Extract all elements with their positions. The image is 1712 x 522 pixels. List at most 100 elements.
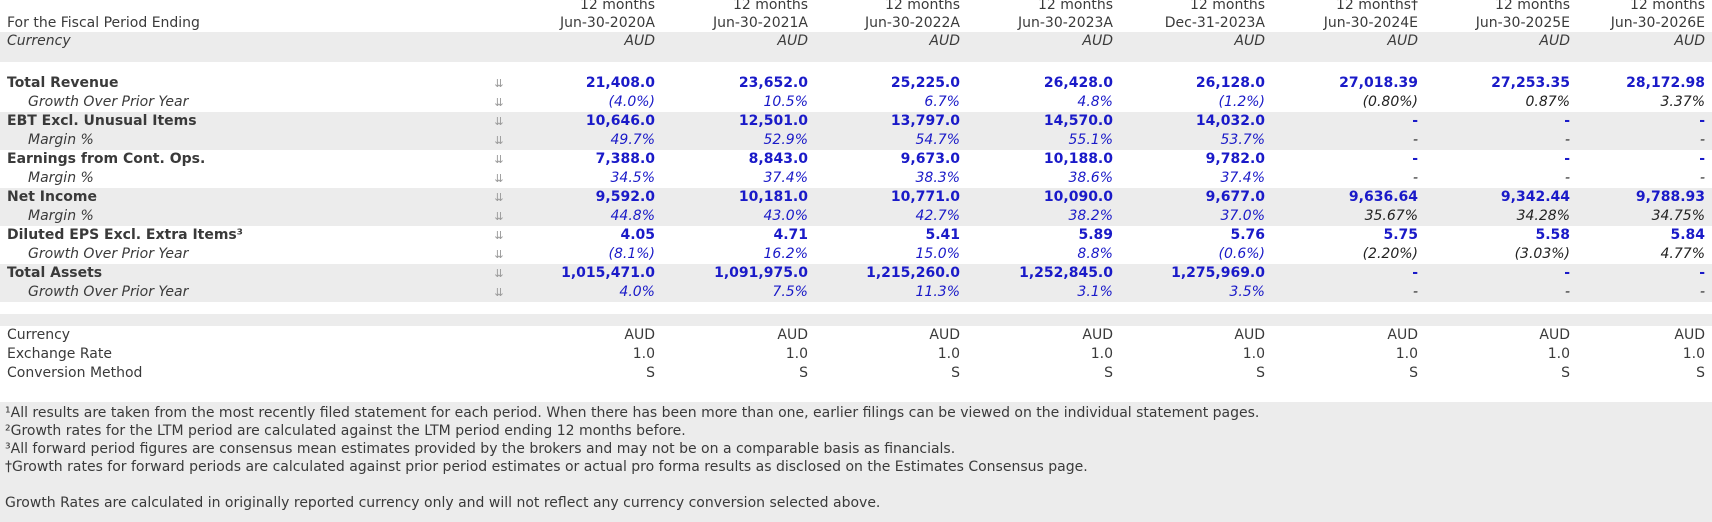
cell-value: 3.5% <box>1229 284 1265 300</box>
col-date: Dec-31-2023A <box>1164 15 1265 31</box>
col-months: 12 months† <box>1336 0 1418 13</box>
cell-value: 15.0% <box>915 246 960 262</box>
chart-link-icon[interactable]: ⇊ <box>488 226 510 245</box>
footnote: Growth Rates are calculated in originall… <box>5 495 881 511</box>
cell-value: 10,090.0 <box>1043 189 1113 205</box>
spacer-row <box>0 62 1712 74</box>
footer-value: 1.0 <box>1547 346 1570 362</box>
footer-value: S <box>1104 365 1113 381</box>
chart-link-icon[interactable]: ⇊ <box>494 96 504 109</box>
row-label: Total Assets <box>7 265 103 281</box>
col-months: 12 months <box>1495 0 1570 13</box>
chart-link-icon[interactable]: ⇊ <box>494 77 504 90</box>
cell-value: 4.0% <box>619 284 655 300</box>
chart-link-icon[interactable]: ⇊ <box>494 248 504 261</box>
footer-value: S <box>951 365 960 381</box>
chart-link-icon[interactable]: ⇊ <box>494 191 504 204</box>
chart-link-icon[interactable]: ⇊ <box>488 93 510 112</box>
cell-value: 7.5% <box>772 284 808 300</box>
row-label: Growth Over Prior Year <box>28 284 189 300</box>
chart-link-icon[interactable]: ⇊ <box>494 172 504 185</box>
footer-value: AUD <box>1387 327 1418 343</box>
cell-value: 35.67% <box>1364 208 1418 224</box>
chart-link-icon[interactable]: ⇊ <box>494 229 504 242</box>
cell-value: 27,018.39 <box>1339 75 1418 91</box>
chart-link-icon[interactable]: ⇊ <box>488 74 510 93</box>
footer-label: Conversion Method <box>7 365 143 381</box>
cell-value: (0.6%) <box>1218 246 1266 262</box>
col-months: 12 months <box>1630 0 1705 13</box>
footer-value: AUD <box>624 327 655 343</box>
cell-value: 37.4% <box>763 170 808 186</box>
cell-value: - <box>1412 284 1418 300</box>
chart-link-icon[interactable]: ⇊ <box>488 150 510 169</box>
header-row-dates: For the Fiscal Period Ending Jun-30-2020… <box>0 14 1712 32</box>
cell-value: 5.41 <box>925 227 960 243</box>
cell-value: 9,342.44 <box>1500 189 1570 205</box>
cell-value: 9,592.0 <box>595 189 655 205</box>
cell-value: (8.1%) <box>608 246 656 262</box>
cell-value: 38.3% <box>915 170 960 186</box>
col-currency: AUD <box>1539 33 1570 49</box>
chart-link-icon[interactable]: ⇊ <box>488 112 510 131</box>
cell-value: 54.7% <box>915 132 960 148</box>
footer-value: S <box>1256 365 1265 381</box>
chart-link-icon[interactable]: ⇊ <box>494 286 504 299</box>
cell-value: 14,570.0 <box>1043 113 1113 129</box>
col-currency: AUD <box>929 33 960 49</box>
chart-link-icon[interactable]: ⇊ <box>488 264 510 283</box>
footer-value: S <box>799 365 808 381</box>
chart-link-icon[interactable]: ⇊ <box>494 134 504 147</box>
footer-value: 1.0 <box>1090 346 1113 362</box>
cell-value: 4.05 <box>620 227 655 243</box>
cell-value: 12,501.0 <box>738 113 808 129</box>
cell-value: 44.8% <box>610 208 655 224</box>
table-row: Total Revenue ⇊ 21,408.0 23,652.0 25,225.0 26… <box>0 74 1712 93</box>
chart-link-icon[interactable]: ⇊ <box>488 188 510 207</box>
cell-value: (0.80%) <box>1362 94 1418 110</box>
row-label: Margin % <box>28 132 94 148</box>
footer-value: 1.0 <box>632 346 655 362</box>
footer-value: AUD <box>777 327 808 343</box>
chart-link-icon[interactable]: ⇊ <box>488 207 510 226</box>
row-label: Diluted EPS Excl. Extra Items³ <box>7 227 243 243</box>
chart-link-icon[interactable]: ⇊ <box>494 210 504 223</box>
cell-value: 34.28% <box>1516 208 1570 224</box>
chart-link-icon[interactable]: ⇊ <box>488 131 510 150</box>
footnote: ²Growth rates for the LTM period are cal… <box>5 423 686 439</box>
cell-value: 4.77% <box>1660 246 1705 262</box>
spacer-row <box>0 314 1712 326</box>
cell-value: - <box>1699 132 1705 148</box>
cell-value: 10,771.0 <box>890 189 960 205</box>
cell-value: 10,181.0 <box>738 189 808 205</box>
cell-value: 8.8% <box>1077 246 1113 262</box>
cell-value: 9,782.0 <box>1205 151 1265 167</box>
cell-value: 4.71 <box>773 227 808 243</box>
cell-value: - <box>1412 151 1418 167</box>
cell-value: - <box>1412 170 1418 186</box>
table-row: Diluted EPS Excl. Extra Items³ ⇊ 4.05 4.71 5… <box>0 226 1712 245</box>
cell-value: 9,788.93 <box>1635 189 1705 205</box>
col-currency: AUD <box>1674 33 1705 49</box>
chart-link-icon[interactable]: ⇊ <box>494 267 504 280</box>
chart-link-icon[interactable]: ⇊ <box>488 283 510 302</box>
cell-value: 3.37% <box>1660 94 1705 110</box>
cell-value: - <box>1564 132 1570 148</box>
row-label: Total Revenue <box>7 75 119 91</box>
row-label: EBT Excl. Unusual Items <box>7 113 197 129</box>
spacer-cell <box>488 345 510 364</box>
chart-link-icon[interactable]: ⇊ <box>494 115 504 128</box>
cell-value: 37.0% <box>1220 208 1265 224</box>
chart-link-icon[interactable]: ⇊ <box>488 169 510 188</box>
col-date: Jun-30-2021A <box>713 15 808 31</box>
row-label: Margin % <box>28 208 94 224</box>
row-label: Growth Over Prior Year <box>28 94 189 110</box>
cell-value: - <box>1564 170 1570 186</box>
cell-value: - <box>1564 284 1570 300</box>
cell-value: 34.75% <box>1651 208 1705 224</box>
chart-link-icon[interactable]: ⇊ <box>488 245 510 264</box>
cell-value: 11.3% <box>915 284 960 300</box>
cell-value: - <box>1699 151 1705 167</box>
chart-link-icon[interactable]: ⇊ <box>494 153 504 166</box>
col-date: Jun-30-2022A <box>865 15 960 31</box>
